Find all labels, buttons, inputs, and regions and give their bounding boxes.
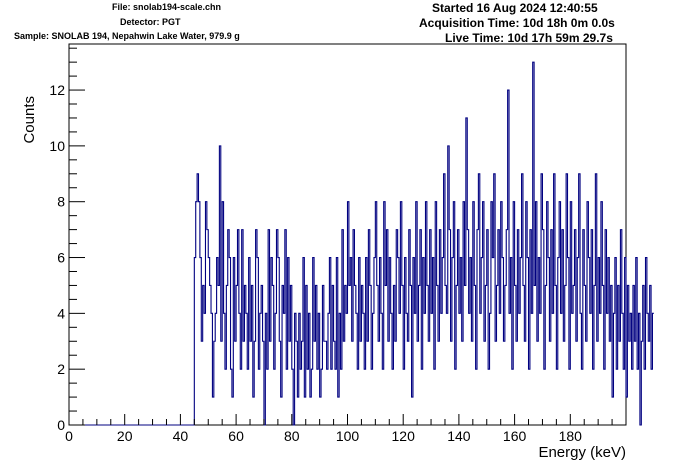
- y-axis: 0 2 4 6 8 10 12: [49, 47, 85, 433]
- y-axis-title: Counts: [21, 96, 38, 144]
- x-tick-label: 0: [65, 428, 73, 444]
- x-axis: 0 20 40 60 80 100 120 140 160 180: [65, 414, 613, 444]
- y-tick-label: 4: [57, 305, 65, 321]
- x-tick-label: 180: [559, 428, 583, 444]
- file-label: File: snolab194-scale.chn: [112, 2, 222, 12]
- x-tick-label: 20: [117, 428, 133, 444]
- y-tick-label: 10: [49, 138, 65, 154]
- started-label: Started 16 Aug 2024 12:40:55: [432, 1, 598, 15]
- x-tick-label: 60: [228, 428, 244, 444]
- sample-label: Sample: SNOLAB 194, Nepahwin Lake Water,…: [14, 31, 240, 41]
- histogram-group: [69, 61, 654, 426]
- y-tick-label: 12: [49, 82, 65, 98]
- x-tick-label: 140: [447, 428, 471, 444]
- acquisition-time-label: Acquisition Time: 10d 18h 0m 0.0s: [419, 16, 615, 30]
- x-tick-label: 120: [392, 428, 416, 444]
- x-tick-label: 40: [173, 428, 189, 444]
- y-tick-label: 0: [57, 417, 65, 433]
- y-tick-label: 8: [57, 194, 65, 210]
- y-tick-label: 6: [57, 250, 65, 266]
- detector-label: Detector: PGT: [120, 17, 181, 27]
- live-time-label: Live Time: 10d 17h 59m 29.7s: [445, 31, 613, 45]
- x-tick-label: 100: [336, 428, 360, 444]
- histogram-line: [69, 61, 654, 426]
- x-tick-label: 160: [503, 428, 527, 444]
- x-tick-label: 80: [284, 428, 300, 444]
- x-axis-title: Energy (keV): [538, 444, 626, 461]
- y-tick-label: 2: [57, 361, 65, 377]
